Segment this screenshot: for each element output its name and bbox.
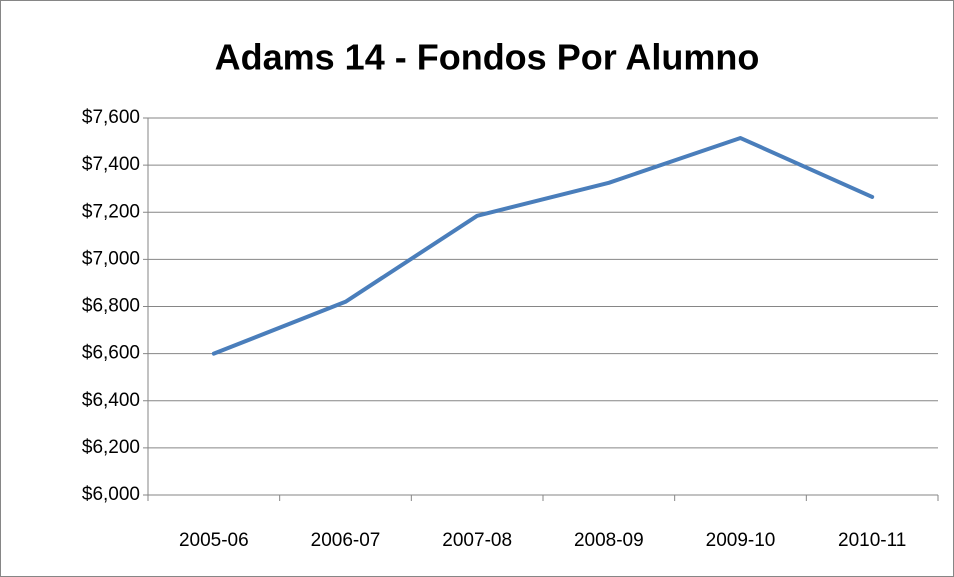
x-tick-label: 2006-07 — [311, 530, 381, 551]
y-tick-label: $6,400 — [82, 390, 140, 411]
x-tick-label: 2010-11 — [838, 530, 906, 551]
y-tick-label: $6,200 — [82, 437, 140, 458]
y-tick-label: $7,600 — [82, 107, 140, 128]
data-line — [211, 136, 875, 356]
y-tick-label: $7,000 — [82, 248, 140, 269]
x-tick-label: 2009-10 — [706, 530, 776, 551]
x-tick-label: 2005-06 — [179, 530, 249, 551]
y-tick-label: $6,800 — [82, 296, 140, 317]
y-tick-label: $7,400 — [82, 154, 140, 175]
x-tick-label: 2007-08 — [442, 530, 512, 551]
x-tick-label: 2008-09 — [574, 530, 644, 551]
y-tick-label: $7,200 — [82, 201, 140, 222]
chart-title: Adams 14 - Fondos Por Alumno — [215, 37, 760, 78]
y-tick-label: $6,600 — [82, 343, 140, 364]
y-tick-label: $6,000 — [82, 484, 140, 505]
